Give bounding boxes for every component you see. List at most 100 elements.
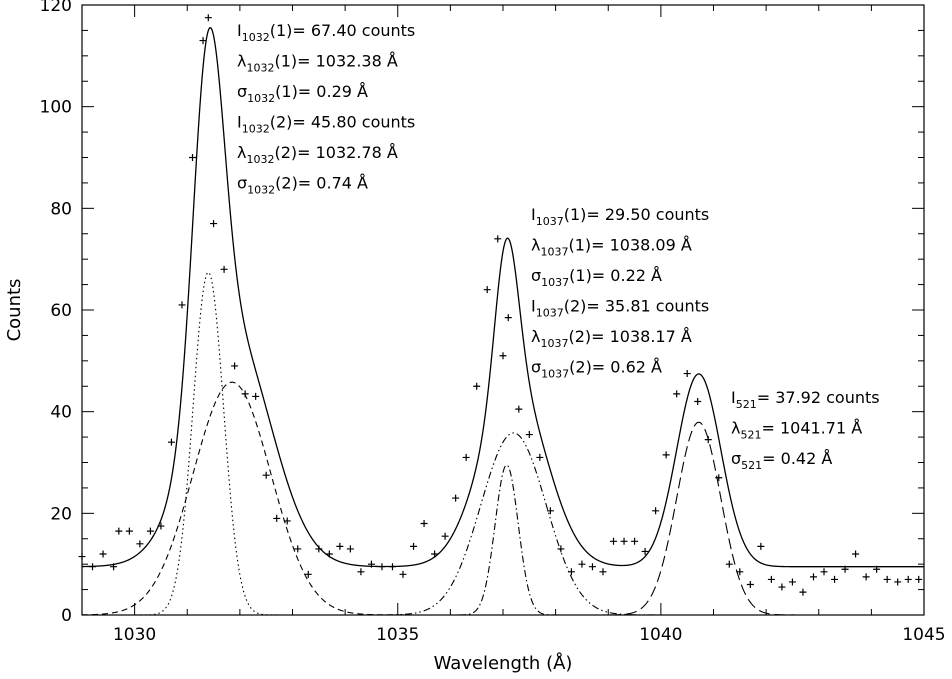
data-point — [736, 568, 744, 576]
data-point — [262, 471, 270, 479]
annotation-g1037: λ1037(1)= 1038.09 Å — [531, 236, 692, 259]
data-point — [367, 560, 375, 568]
data-point — [820, 568, 828, 576]
data-point — [809, 573, 817, 581]
data-point — [115, 527, 123, 535]
y-tick-label: 100 — [40, 98, 72, 118]
data-point — [620, 537, 628, 545]
data-point — [841, 565, 849, 573]
annotation-g1032: σ1032(2)= 0.74 Å — [237, 174, 368, 197]
data-point — [852, 550, 860, 558]
total-fit-curve — [81, 26, 924, 568]
data-point — [683, 370, 691, 378]
data-point — [399, 570, 407, 578]
y-axis-title: Counts — [4, 279, 25, 342]
data-point — [652, 507, 660, 515]
data-point — [715, 474, 723, 482]
y-tick-label: 40 — [50, 403, 72, 423]
data-point — [862, 573, 870, 581]
data-point — [462, 453, 470, 461]
data-point — [567, 568, 575, 576]
data-point — [146, 527, 154, 535]
component-curve-5 — [82, 421, 924, 616]
data-point — [904, 575, 912, 583]
x-axis-title: Wavelength (Å) — [434, 652, 573, 674]
data-point — [515, 405, 523, 413]
data-point — [378, 563, 386, 571]
data-point — [89, 563, 97, 571]
data-point — [231, 362, 239, 370]
data-point — [157, 522, 165, 530]
data-point — [315, 545, 323, 553]
data-point — [431, 550, 439, 558]
data-point — [252, 392, 260, 400]
annotation-g1037: λ1037(2)= 1038.17 Å — [531, 327, 692, 350]
data-point — [483, 286, 491, 294]
annotation-g1032: I1032(2)= 45.80 counts — [237, 113, 415, 136]
plot-frame — [81, 4, 925, 616]
x-tick-label: 1040 — [639, 625, 682, 645]
data-point — [788, 578, 796, 586]
annotation-g1037: I1037(1)= 29.50 counts — [531, 205, 709, 228]
data-point — [167, 438, 175, 446]
annotation-g1037: σ1037(1)= 0.22 Å — [531, 266, 662, 289]
data-point — [799, 588, 807, 596]
component-curve-1 — [82, 271, 924, 616]
data-point — [273, 514, 281, 522]
data-point — [199, 37, 207, 45]
data-point — [831, 575, 839, 583]
data-point — [294, 545, 302, 553]
x-tick-label: 1030 — [113, 625, 156, 645]
annotation-g1032: λ1032(2)= 1032.78 Å — [237, 143, 398, 166]
data-point — [204, 14, 212, 22]
annotation-g521: σ521= 0.42 Å — [731, 449, 832, 472]
data-point — [494, 235, 502, 243]
y-tick-label: 20 — [50, 504, 72, 524]
data-point — [336, 542, 344, 550]
data-point — [499, 352, 507, 360]
data-point — [557, 545, 565, 553]
y-tick-label: 0 — [61, 606, 72, 626]
component-curve-2 — [81, 381, 924, 616]
data-point — [125, 527, 133, 535]
annotation-g1032: σ1032(1)= 0.29 Å — [237, 82, 368, 105]
data-point — [894, 578, 902, 586]
data-point — [536, 453, 544, 461]
data-point — [388, 563, 396, 571]
data-point — [220, 265, 228, 273]
annotation-g1037: σ1037(2)= 0.62 Å — [531, 358, 662, 381]
annotation-g521: I521= 37.92 counts — [731, 388, 880, 411]
y-tick-label: 120 — [40, 0, 72, 16]
data-point — [325, 550, 333, 558]
data-point — [346, 545, 354, 553]
x-tick-label: 1045 — [902, 625, 945, 645]
data-point — [189, 154, 197, 161]
data-point — [357, 568, 365, 576]
component-curve-3 — [82, 464, 924, 616]
data-point — [210, 220, 218, 228]
data-point — [778, 583, 786, 591]
data-point — [283, 517, 291, 525]
y-tick-label: 80 — [50, 199, 72, 219]
data-point — [694, 398, 702, 405]
data-point — [883, 575, 891, 583]
annotation-g1032: λ1032(1)= 1032.38 Å — [237, 52, 398, 75]
data-point — [241, 390, 249, 398]
data-point — [578, 560, 586, 568]
annotation-g1037: I1037(2)= 35.81 counts — [531, 297, 709, 320]
data-point — [136, 540, 144, 548]
data-point — [78, 553, 86, 561]
data-point — [588, 563, 596, 571]
data-point — [746, 581, 754, 588]
data-point — [99, 550, 107, 558]
data-point — [420, 520, 428, 527]
data-point — [599, 568, 607, 576]
data-point — [673, 390, 681, 398]
data-point — [110, 563, 118, 571]
x-tick-label: 1035 — [376, 625, 419, 645]
data-point — [725, 560, 733, 568]
data-point — [441, 532, 449, 540]
data-point — [546, 507, 554, 515]
data-point — [757, 542, 765, 550]
